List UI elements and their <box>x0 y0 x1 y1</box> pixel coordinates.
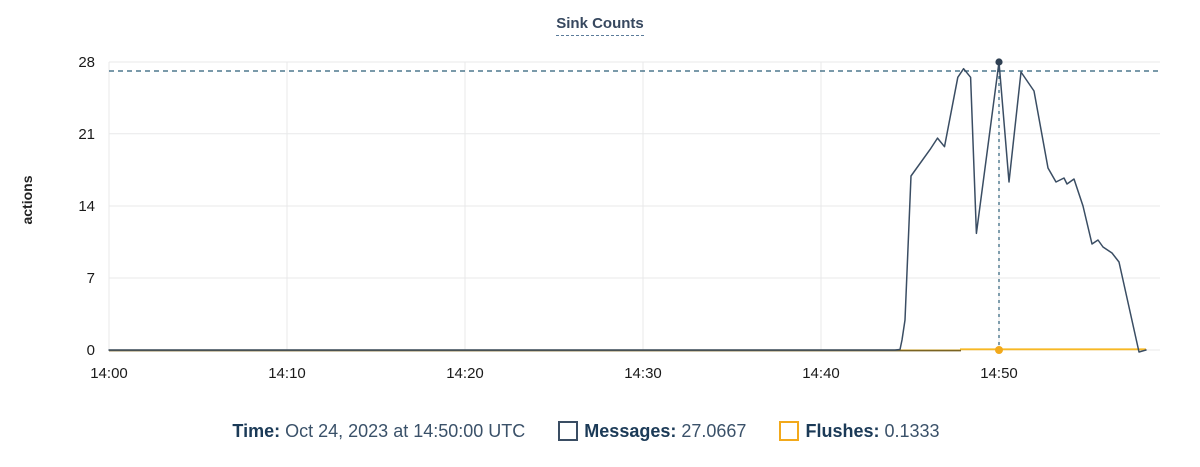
svg-text:14:00: 14:00 <box>90 365 128 382</box>
svg-text:0: 0 <box>87 342 95 359</box>
svg-text:14:20: 14:20 <box>446 365 484 382</box>
svg-text:14:30: 14:30 <box>624 365 662 382</box>
svg-text:14:10: 14:10 <box>268 365 306 382</box>
svg-text:7: 7 <box>87 270 95 287</box>
svg-text:21: 21 <box>78 126 95 143</box>
svg-text:14:40: 14:40 <box>802 365 840 382</box>
svg-text:28: 28 <box>78 54 95 71</box>
svg-text:14: 14 <box>78 198 95 215</box>
svg-text:14:50: 14:50 <box>980 365 1018 382</box>
